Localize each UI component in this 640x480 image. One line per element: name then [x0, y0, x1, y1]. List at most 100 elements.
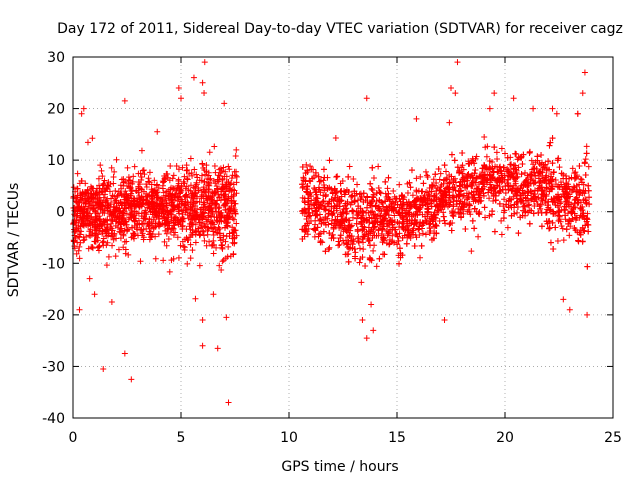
- data-point: [218, 242, 225, 249]
- outlier-point: [121, 97, 128, 104]
- data-point: [505, 203, 512, 210]
- data-point: [150, 216, 157, 223]
- data-point: [113, 197, 120, 204]
- data-point: [447, 220, 454, 227]
- data-point: [154, 181, 161, 188]
- data-point: [442, 220, 449, 227]
- data-point: [399, 206, 406, 213]
- data-point: [504, 224, 511, 231]
- data-point: [143, 199, 150, 206]
- data-point: [489, 208, 496, 215]
- data-point: [513, 150, 520, 157]
- data-point: [322, 191, 329, 198]
- data-point: [435, 207, 442, 214]
- data-point: [537, 201, 544, 208]
- data-point: [109, 242, 116, 249]
- data-point: [336, 241, 343, 248]
- data-point: [165, 236, 172, 243]
- data-point: [348, 237, 355, 244]
- data-point: [172, 229, 179, 236]
- data-point: [530, 210, 537, 217]
- data-point: [82, 195, 89, 202]
- data-point: [73, 199, 80, 206]
- data-point: [427, 200, 434, 207]
- data-point: [437, 170, 444, 177]
- data-point: [448, 208, 455, 215]
- data-point: [536, 160, 543, 167]
- data-point: [422, 231, 429, 238]
- data-point: [232, 210, 239, 217]
- data-point: [183, 167, 190, 174]
- data-point: [349, 214, 356, 221]
- data-point: [135, 210, 142, 217]
- data-point: [515, 164, 522, 171]
- data-point: [476, 211, 483, 218]
- data-point: [422, 168, 429, 175]
- data-point: [318, 220, 325, 227]
- data-point: [233, 173, 240, 180]
- data-point: [379, 239, 386, 246]
- data-point: [584, 221, 591, 228]
- data-point: [500, 164, 507, 171]
- data-point: [464, 183, 471, 190]
- data-point: [350, 175, 357, 182]
- data-point: [140, 234, 147, 241]
- data-point: [392, 231, 399, 238]
- data-point: [398, 192, 405, 199]
- data-point: [175, 208, 182, 215]
- data-point: [418, 242, 425, 249]
- data-point: [577, 227, 584, 234]
- data-point: [210, 237, 217, 244]
- data-point: [359, 215, 366, 222]
- data-point: [326, 244, 333, 251]
- data-point: [203, 195, 210, 202]
- data-point: [321, 205, 328, 212]
- data-point: [182, 192, 189, 199]
- data-point: [413, 175, 420, 182]
- data-point: [334, 173, 341, 180]
- data-point: [163, 193, 170, 200]
- data-point: [313, 195, 320, 202]
- data-point: [213, 214, 220, 221]
- data-point: [177, 242, 184, 249]
- data-point: [198, 216, 205, 223]
- data-point: [378, 225, 385, 232]
- outlier-point: [510, 95, 517, 102]
- data-point: [396, 230, 403, 237]
- data-point: [82, 200, 89, 207]
- data-point: [515, 154, 522, 161]
- data-point: [153, 194, 160, 201]
- data-point: [577, 205, 584, 212]
- data-point: [547, 139, 554, 146]
- data-point: [368, 185, 375, 192]
- data-point: [366, 214, 373, 221]
- data-point: [354, 212, 361, 219]
- data-point: [299, 235, 306, 242]
- data-point: [331, 203, 338, 210]
- data-point: [390, 239, 397, 246]
- data-point: [201, 237, 208, 244]
- data-point: [579, 213, 586, 220]
- grid-lines: [73, 57, 613, 418]
- outlier-point: [454, 59, 461, 66]
- data-point: [416, 223, 423, 230]
- data-point: [206, 182, 213, 189]
- x-tick-label: 25: [604, 430, 622, 446]
- data-point: [177, 189, 184, 196]
- data-point: [356, 259, 363, 266]
- data-point: [132, 215, 139, 222]
- data-point: [348, 199, 355, 206]
- data-point: [520, 190, 527, 197]
- data-point: [219, 258, 226, 265]
- data-point: [499, 186, 506, 193]
- data-point: [322, 214, 329, 221]
- data-point: [148, 192, 155, 199]
- data-point: [501, 207, 508, 214]
- data-point: [443, 168, 450, 175]
- data-point: [352, 255, 359, 262]
- data-point: [314, 212, 321, 219]
- data-point: [315, 184, 322, 191]
- data-point: [228, 175, 235, 182]
- data-point: [400, 225, 407, 232]
- data-point: [216, 204, 223, 211]
